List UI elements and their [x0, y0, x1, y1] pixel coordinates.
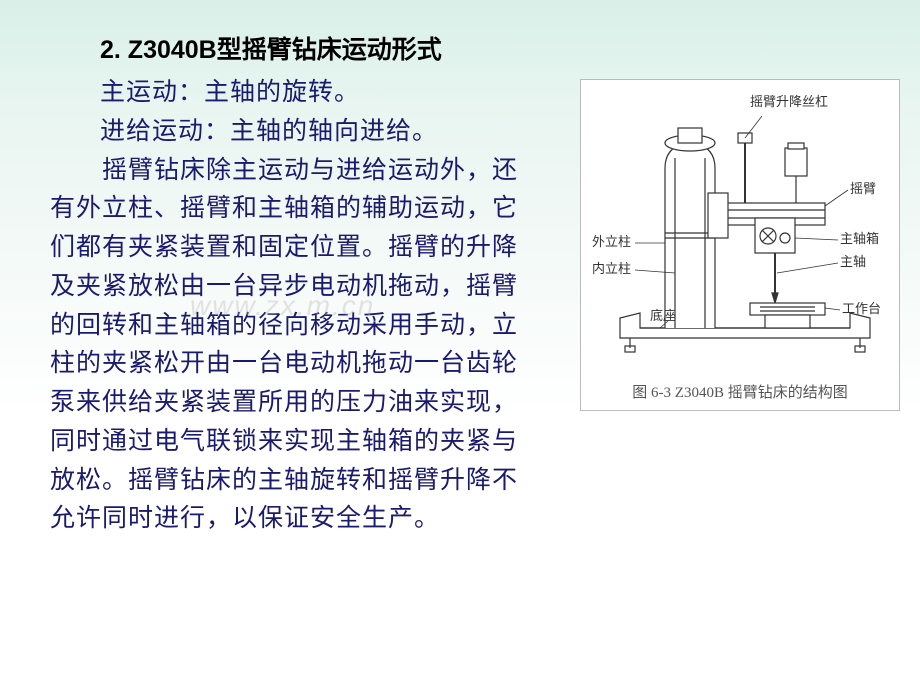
- label-leadscrew: 摇臂升降丝杠: [750, 94, 828, 109]
- label-spindle: 主轴: [840, 254, 866, 269]
- slide-content: 2. Z3040B型摇臂钻床运动形式 主运动：主轴的旋转。 进给运动：主轴的轴向…: [0, 0, 920, 559]
- figure-box: 摇臂升降丝杠 摇臂 主轴箱 主轴: [580, 79, 900, 411]
- para-line: 柱的夹紧松开由一台电动机拖动一台齿轮: [50, 345, 570, 384]
- figure-caption: 图 6-3 Z3040B 摇臂钻床的结构图: [589, 381, 891, 402]
- label-outer-column: 外立柱: [592, 234, 631, 249]
- para-line: 同时通过电气联锁来实现主轴箱的夹紧与: [50, 423, 570, 462]
- line-feed-motion: 进给运动：主轴的轴向进给。: [50, 113, 570, 152]
- para-line: 们都有夹紧装置和固定位置。摇臂的升降: [50, 229, 570, 268]
- label-spindlebox: 主轴箱: [840, 231, 879, 246]
- body-text: 主运动：主轴的旋转。 进给运动：主轴的轴向进给。 摇臂钻床除主运动与进给运动外，…: [50, 74, 570, 539]
- line-main-motion: 主运动：主轴的旋转。: [50, 74, 570, 113]
- para-line: 摇臂钻床除主运动与进给运动外，还: [50, 152, 570, 191]
- section-heading: 2. Z3040B型摇臂钻床运动形式: [100, 30, 890, 66]
- figure-column: 摇臂升降丝杠 摇臂 主轴箱 主轴: [570, 74, 900, 539]
- para-line: 允许同时进行，以保证安全生产。: [50, 500, 570, 539]
- label-arm: 摇臂: [850, 181, 876, 196]
- para-line: 及夹紧放松由一台异步电动机拖动，摇臂: [50, 268, 570, 307]
- label-inner-column: 内立柱: [592, 261, 631, 276]
- label-worktable: 工作台: [842, 301, 881, 316]
- para-line: 有外立柱、摇臂和主轴箱的辅助运动，它: [50, 190, 570, 229]
- para-line: 泵来供给夹紧装置所用的压力油来实现，: [50, 384, 570, 423]
- main-container: 主运动：主轴的旋转。 进给运动：主轴的轴向进给。 摇臂钻床除主运动与进给运动外，…: [50, 74, 890, 539]
- text-column: 主运动：主轴的旋转。 进给运动：主轴的轴向进给。 摇臂钻床除主运动与进给运动外，…: [50, 74, 570, 539]
- label-base: 底座: [650, 308, 676, 323]
- drill-diagram: 摇臂升降丝杠 摇臂 主轴箱 主轴: [590, 88, 890, 368]
- para-line: 放松。摇臂钻床的主轴旋转和摇臂升降不: [50, 462, 570, 501]
- para-line: 的回转和主轴箱的径向移动采用手动，立: [50, 307, 570, 346]
